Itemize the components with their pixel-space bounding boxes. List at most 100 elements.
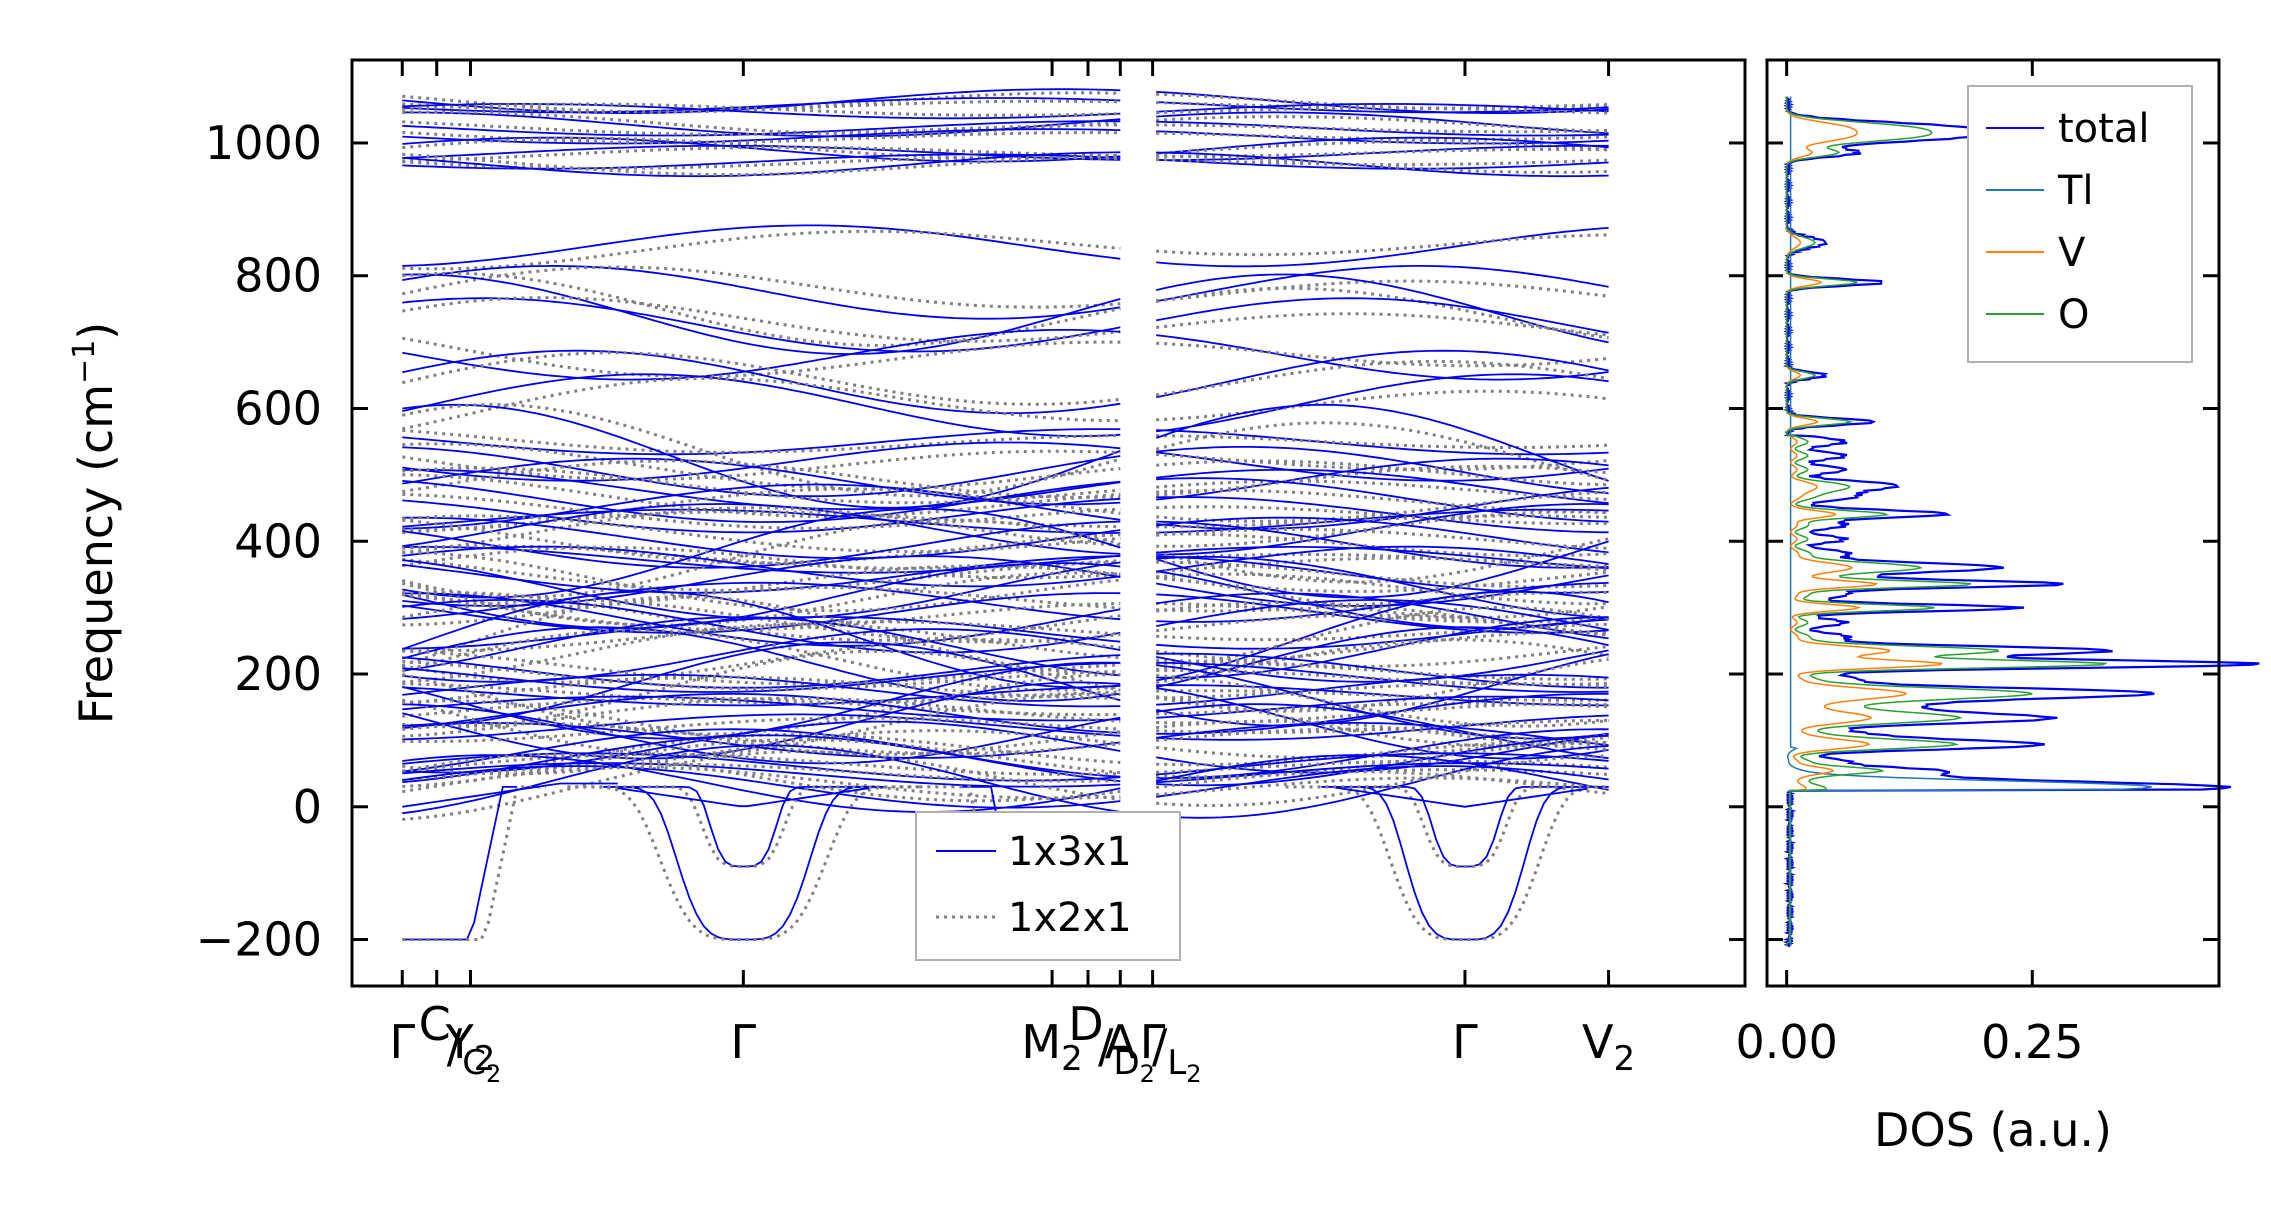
band-line-1x3x1: [1156, 158, 1609, 170]
band-line-1x3x1: [402, 273, 1121, 355]
band-line-1x3x1: [402, 616, 1121, 650]
band-line-1x3x1: [402, 662, 1121, 693]
band-line-1x2x1: [402, 550, 1121, 613]
band-line-1x3x1: [402, 728, 1121, 778]
band-line-1x2x1: [402, 428, 1121, 454]
legend-label-total: total: [2058, 106, 2149, 152]
band-plot-frame: [350, 58, 1747, 988]
band-line-1x2x1: [401, 595, 1121, 675]
band-line-1x2x1: [402, 492, 1121, 530]
band-line-1x3x1: [402, 483, 1121, 530]
band-line-1x3x1: [402, 628, 1121, 683]
band-line-1x3x1: [402, 103, 1121, 120]
dos-xtick-label: 0.25: [1981, 1015, 2083, 1069]
band-line-1x3x1: [402, 128, 1121, 145]
band-line-1x2x1: [402, 750, 1121, 821]
band-ytick-label: −200: [196, 913, 322, 967]
band-line-1x3x1: [1156, 649, 1609, 683]
band-line-1x2x1: [401, 403, 1121, 498]
band-legend-box: [915, 811, 1181, 961]
band-line-1x2x1: [1156, 158, 1609, 167]
band-line-1x2x1: [1156, 479, 1609, 501]
band-line-1x2x1: [401, 351, 1121, 406]
band-line-1x3x1: [1156, 373, 1609, 433]
band-line-1x3x1: [1156, 599, 1609, 631]
band-line-1x3x1: [402, 508, 1121, 534]
band-line-1x3x1: [402, 403, 1121, 509]
band-special-point-label: /L2: [1152, 1019, 1202, 1088]
band-line-1x2x1: [402, 545, 1121, 580]
band-special-point-label: D: [1068, 997, 1103, 1051]
band-line-1x3x1: [1156, 734, 1609, 787]
band-special-point-label: Y2: [445, 1015, 496, 1079]
band-soft-mode-gamma-y: [402, 786, 518, 941]
band-line-1x2x1: [402, 514, 1121, 554]
band-line-1x3x1: [402, 88, 1121, 114]
band-line-1x2x1: [402, 442, 1121, 491]
band-line-1x2x1: [1156, 233, 1609, 257]
band-line-1x3x1: [1156, 457, 1609, 501]
band-special-point-label: V2: [1582, 1015, 1635, 1079]
dos-ticks: 0.00 0.25: [1735, 60, 2219, 1069]
band-line-1x2x1: [1156, 770, 1609, 795]
band-special-point-label: /D2: [1098, 1019, 1155, 1088]
band-line-1x3x1: [1156, 265, 1609, 303]
band-line-1x3x1: [1156, 714, 1609, 741]
band-line-1x2x1: [402, 296, 1121, 343]
band-line-1x3x1: [402, 516, 1121, 560]
legend-label-tl: Tl: [2057, 168, 2094, 214]
band-ytick-label: 1000: [205, 116, 322, 170]
band-line-1x3x1: [402, 97, 1121, 114]
band-line-1x2x1: [402, 518, 1121, 565]
band-line-1x2x1: [1156, 741, 1609, 779]
dos-lines: [1782, 96, 2260, 948]
band-special-point-label: Γ: [1140, 1015, 1166, 1069]
dos-x-axis-title: DOS (a.u.): [1874, 1103, 2112, 1157]
band-line-1x3x1: [402, 136, 1121, 163]
band-line-1x2x1: [1156, 681, 1609, 700]
band-line-1x2x1: [401, 672, 1121, 736]
band-special-point-label: M2: [1021, 1015, 1082, 1079]
band-special-point-label: A: [1105, 1015, 1137, 1069]
band-line-1x3x1: [402, 616, 1121, 677]
band-ytick-label: 400: [234, 514, 322, 568]
band-line-1x3x1: [402, 703, 1121, 765]
band-line-1x3x1: [1156, 496, 1609, 534]
band-y-axis-title: Frequency (cm−1): [67, 322, 123, 725]
band-line-1x2x1: [402, 675, 1121, 706]
band-line-1x2x1: [1156, 661, 1609, 681]
band-ytick-label: 600: [234, 381, 322, 435]
band-line-1x2x1: [1156, 622, 1609, 642]
legend-label-1x2x1: 1x2x1: [1008, 895, 1132, 941]
band-line-1x3x1: [402, 546, 1121, 574]
band-line-1x2x1: [1156, 527, 1609, 550]
band-line-1x2x1: [1156, 514, 1609, 529]
band-line-1x2x1: [402, 620, 1121, 652]
band-lines: [401, 88, 1609, 941]
legend-label-v: V: [2058, 230, 2086, 276]
band-soft-mode-1x2x1: [1285, 785, 1609, 868]
band-line-1x3x1: [1156, 687, 1609, 760]
band-line-1x3x1: [1156, 616, 1609, 679]
legend-label-o: O: [2058, 292, 2089, 338]
dos-legend-box: [1967, 85, 2193, 363]
band-line-1x2x1: [1156, 123, 1609, 134]
band-line-1x3x1: [1155, 273, 1609, 344]
band-line-1x2x1: [402, 459, 1121, 499]
dos-plot-frame: [1765, 58, 2221, 988]
band-line-1x2x1: [1156, 505, 1609, 526]
band-line-1x2x1: [1156, 140, 1609, 155]
band-line-1x2x1: [1156, 147, 1609, 158]
band-line-1x3x1: [402, 545, 1121, 588]
dos-curve-tl: [1787, 96, 2152, 947]
band-line-1x3x1: [402, 329, 1121, 381]
band-line-1x3x1: [402, 428, 1121, 456]
band-line-1x3x1: [402, 480, 1121, 523]
band-line-1x2x1: [402, 753, 1121, 803]
dos-xtick-label: 0.00: [1735, 1015, 1837, 1069]
band-line-1x3x1: [1156, 446, 1609, 495]
band-line-1x2x1: [402, 473, 1121, 518]
band-line-1x2x1: [401, 265, 1121, 309]
band-legend: 1x3x1 1x2x1: [915, 811, 1181, 961]
